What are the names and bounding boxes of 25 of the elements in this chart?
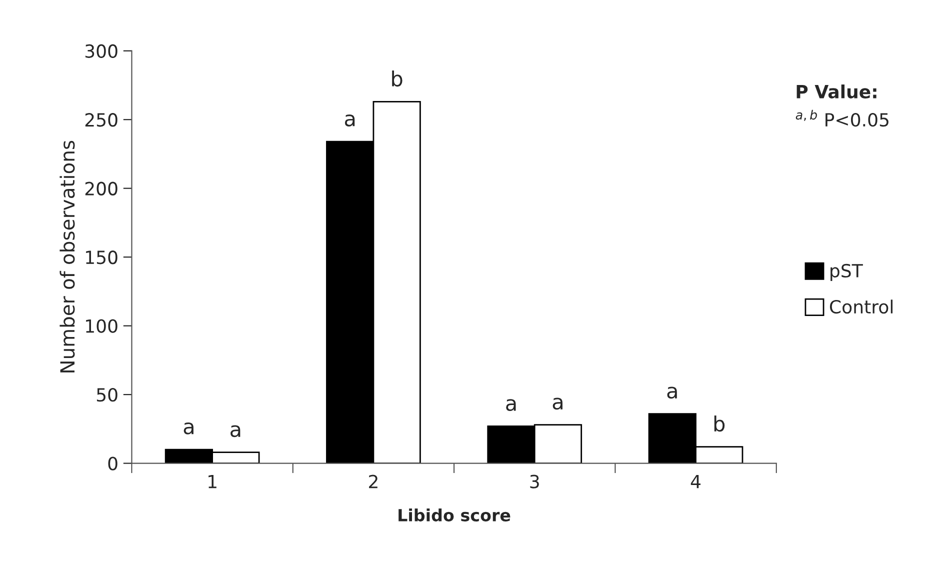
y-tick-label: 300 [85,44,118,58]
annotation: b [714,416,725,432]
legend-label: Control [830,300,893,314]
annotation: a [552,398,562,410]
x-tick-label: 2 [369,474,378,488]
annotation: a [667,386,677,399]
y-tick-label: 150 [86,250,118,264]
annotation: b [392,70,402,87]
x-tick-label: 3 [530,474,539,488]
annotation: a [230,425,240,438]
x-axis-title: Libido score [398,508,510,522]
text: $^{a,b}$ P<0.05 [796,110,888,127]
text: P Value: [796,84,876,98]
y-tick-label: 250 [85,113,118,127]
y-tick-label: 200 [85,182,118,196]
x-tick-label: 1 [208,474,216,488]
y-tick-label: 100 [86,319,118,333]
annotation: a [344,114,355,126]
legend-label: pST [830,264,863,282]
annotation: a [506,399,516,412]
y-tick-label: 50 [96,388,118,402]
y-axis-title: Number of observations [60,140,75,372]
x-tick-label: 4 [690,474,700,488]
annotation: a [184,422,194,434]
y-tick-label: 0 [108,456,118,470]
